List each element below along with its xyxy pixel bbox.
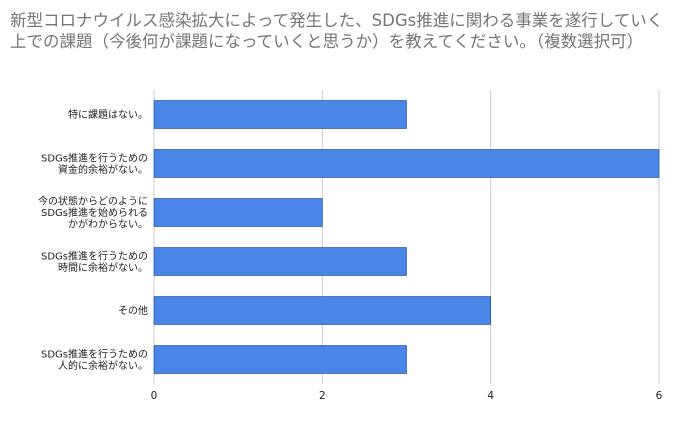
bar xyxy=(153,198,323,227)
category-label: その他 xyxy=(118,304,148,317)
x-tick-label: 6 xyxy=(656,390,663,402)
bars xyxy=(153,100,660,374)
category-labels: 特に課題はない。 SDGs推進を行うための資金的余裕がない。今の状態からどのように… xyxy=(38,108,148,372)
bar xyxy=(153,100,407,129)
category-label: SDGs推進を行うための資金的余裕がない。 xyxy=(41,151,148,176)
x-tick-label: 4 xyxy=(487,390,494,402)
bar xyxy=(153,247,407,276)
category-label: SDGs推進を行うための人的に余裕がない。 xyxy=(41,347,148,372)
x-tick-label: 0 xyxy=(151,390,158,402)
category-label: 今の状態からどのように SDGs推進を始められるかがわからない。 xyxy=(38,195,148,231)
gridlines xyxy=(153,90,660,384)
category-label: SDGs推進を行うための時間に余裕がない。 xyxy=(41,249,148,274)
bar xyxy=(153,149,660,178)
x-tick-label: 2 xyxy=(319,390,326,402)
category-label: 特に課題はない。 xyxy=(68,108,148,121)
bar xyxy=(153,345,407,374)
bar xyxy=(153,296,491,325)
x-tick-labels: 0 2 4 6 xyxy=(151,390,663,402)
chart-title: 新型コロナウイルス感染拡大によって発生した、SDGs推進に関わる事業を遂行してい… xyxy=(10,11,664,51)
